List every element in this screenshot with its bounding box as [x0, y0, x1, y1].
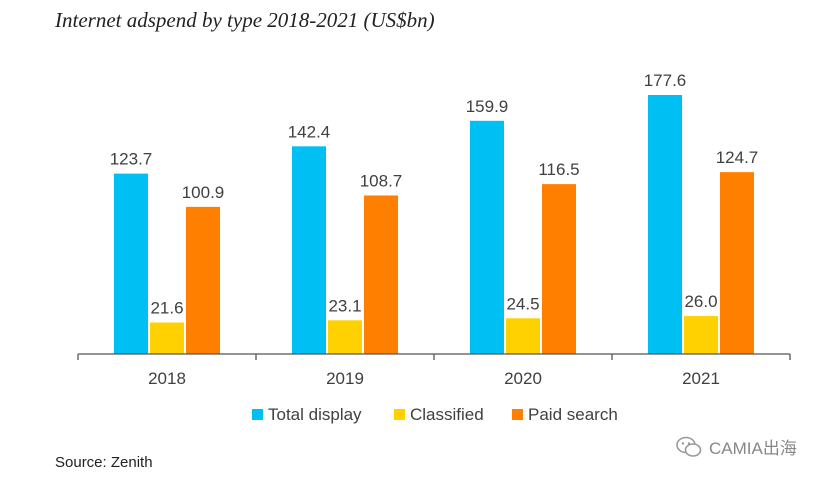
data-label: 123.7 [110, 150, 153, 169]
data-label: 100.9 [182, 183, 225, 202]
data-label: 142.4 [288, 122, 331, 141]
category-label: 2019 [326, 369, 364, 388]
bar-total-display-2018 [114, 173, 148, 354]
legend-swatch [252, 409, 263, 420]
bar-paid-search-2021 [720, 172, 754, 354]
x-axis-ticks-group [77, 354, 791, 360]
data-label: 24.5 [506, 294, 539, 313]
bar-classified-2019 [328, 320, 362, 354]
bar-classified-2020 [506, 318, 540, 354]
data-label: 26.0 [684, 292, 717, 311]
category-label: 2020 [504, 369, 542, 388]
legend: Total display Classified Paid search [252, 405, 618, 424]
legend-label: Total display [268, 405, 362, 424]
data-label: 21.6 [150, 299, 183, 318]
bar-classified-2018 [150, 322, 184, 354]
bar-paid-search-2020 [542, 184, 576, 354]
watermark-text: CAMIA出海 [709, 439, 797, 458]
data-label: 159.9 [466, 97, 509, 116]
data-label: 116.5 [538, 160, 579, 179]
category-label: 2021 [682, 369, 720, 388]
bar-paid-search-2019 [364, 195, 398, 354]
wechat-icon [676, 436, 702, 457]
bar-total-display-2019 [292, 146, 326, 354]
bar-total-display-2021 [648, 95, 682, 354]
data-label: 177.6 [644, 71, 687, 90]
bars-group [114, 95, 754, 354]
bar-total-display-2020 [470, 120, 504, 354]
legend-swatch [512, 409, 523, 420]
bar-paid-search-2018 [186, 206, 220, 354]
legend-label: Paid search [528, 405, 618, 424]
category-labels-group: 2018 2019 2020 2021 [148, 369, 720, 388]
chart-title: Internet adspend by type 2018-2021 (US$b… [55, 8, 435, 32]
category-label: 2018 [148, 369, 186, 388]
source-note: Source: Zenith [55, 454, 153, 471]
watermark: CAMIA出海 [675, 434, 797, 459]
legend-swatch [394, 409, 405, 420]
legend-label: Classified [410, 405, 484, 424]
value-labels-group: 123.7 142.4 159.9 177.6 21.6 23.1 24.5 26.0 100.… [110, 71, 759, 318]
data-label: 108.7 [360, 171, 403, 190]
data-label: 23.1 [328, 296, 361, 315]
bar-classified-2021 [684, 316, 718, 354]
data-label: 124.7 [716, 148, 759, 167]
